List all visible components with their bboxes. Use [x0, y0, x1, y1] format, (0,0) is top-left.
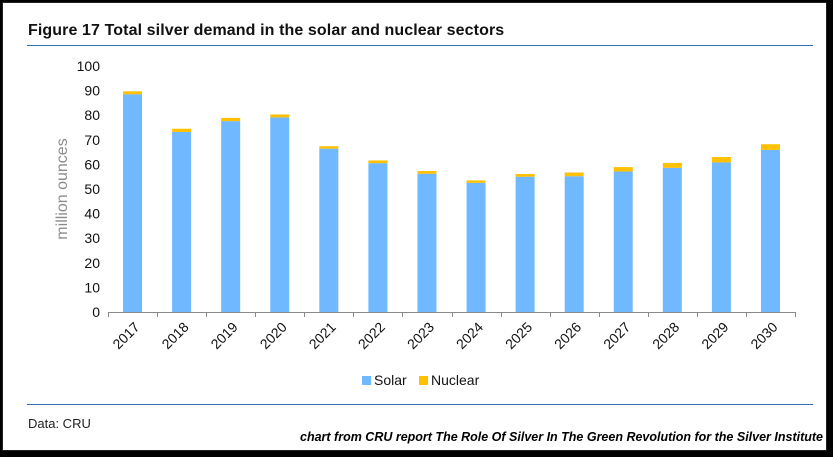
bar-solar-2018	[172, 131, 192, 312]
x-tick-label: 2018	[158, 319, 191, 352]
x-tick-label: 2023	[404, 319, 437, 352]
bar-solar-2026	[564, 176, 584, 312]
bar-solar-2028	[662, 167, 682, 312]
bar-solar-2020	[270, 117, 290, 312]
y-tick-label: 10	[84, 279, 100, 295]
x-tick-label: 2021	[306, 319, 339, 352]
y-tick-label: 0	[92, 304, 100, 320]
y-tick-label: 20	[84, 255, 100, 271]
bar-solar-2023	[417, 173, 437, 312]
bar-solar-2029	[711, 162, 731, 312]
x-tick-label: 2029	[698, 319, 731, 352]
x-tick-label: 2028	[649, 319, 682, 352]
legend: Solar Nuclear	[362, 372, 480, 388]
y-tick-label: 60	[84, 156, 100, 172]
figure-title: Figure 17 Total silver demand in the sol…	[28, 22, 505, 39]
bar-nuclear-2026	[564, 172, 584, 177]
bar-nuclear-2020	[270, 114, 290, 118]
legend-label-nuclear: Nuclear	[431, 372, 480, 388]
x-tick-label: 2020	[257, 319, 290, 352]
y-tick-label: 80	[84, 107, 100, 123]
bar-nuclear-2030	[760, 144, 780, 150]
y-axis: 0 10 20 30 40 50 60 70 80 90 100	[77, 58, 101, 320]
bar-nuclear-2023	[417, 171, 437, 174]
y-tick-label: 100	[77, 58, 101, 74]
y-tick-label: 90	[84, 83, 100, 99]
y-tick-label: 40	[84, 206, 100, 222]
x-axis: 2017 2018 2019 2020 2021 2022 2023 2024 2025 2026…	[108, 312, 796, 352]
data-source: Data: CRU	[28, 416, 91, 431]
y-axis-label: million ounces	[54, 138, 71, 239]
x-tick-label: 2024	[453, 319, 486, 352]
bar-solar-2024	[466, 182, 486, 312]
bar-solar-2025	[515, 176, 535, 312]
bar-nuclear-2017	[123, 91, 143, 95]
bar-nuclear-2027	[613, 167, 633, 172]
x-tick-label: 2022	[355, 319, 388, 352]
title-rule	[27, 45, 813, 46]
y-tick-label: 70	[84, 132, 100, 148]
x-tick-label: 2027	[600, 319, 633, 352]
bar-series	[123, 91, 780, 312]
bar-solar-2030	[760, 149, 780, 312]
bar-solar-2019	[221, 121, 241, 312]
footer-rule	[27, 404, 813, 405]
bar-solar-2021	[319, 148, 339, 312]
x-tick-label: 2026	[551, 319, 584, 352]
y-tick-label: 30	[84, 230, 100, 246]
bar-nuclear-2018	[172, 128, 192, 132]
legend-swatch-nuclear	[419, 376, 428, 385]
bar-nuclear-2024	[466, 180, 486, 183]
chart-credit: chart from CRU report The Role Of Silver…	[300, 430, 823, 444]
bar-nuclear-2021	[319, 146, 339, 149]
bar-nuclear-2019	[221, 117, 241, 122]
legend-swatch-solar	[362, 376, 371, 385]
legend-label-solar: Solar	[374, 372, 407, 388]
bar-nuclear-2029	[711, 157, 731, 163]
x-tick-label: 2030	[747, 319, 780, 352]
bar-solar-2017	[123, 94, 143, 312]
x-tick-label: 2019	[207, 319, 240, 352]
x-tick-label: 2017	[109, 319, 142, 352]
bar-solar-2022	[368, 163, 388, 312]
bar-nuclear-2025	[515, 173, 535, 177]
bar-solar-2027	[613, 171, 633, 312]
x-tick-label: 2025	[502, 319, 535, 352]
y-tick-label: 50	[84, 181, 100, 197]
bar-nuclear-2022	[368, 160, 388, 164]
bar-nuclear-2028	[662, 162, 682, 168]
